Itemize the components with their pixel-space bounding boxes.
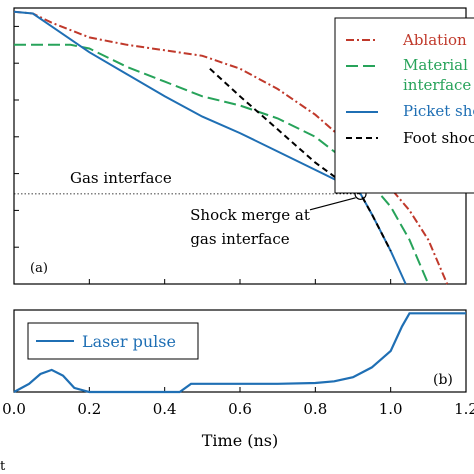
panel-a-ticks (13, 25, 467, 285)
panel-b: Laser pulse (b) 0.0 0.2 0.4 0.6 0.8 1.0 1.2 Ti… (2, 309, 474, 450)
x-tick-label-1: 0.2 (77, 400, 101, 418)
legend-label-ablation: Ablation (402, 31, 467, 49)
panel-b-series (13, 312, 466, 394)
x-tick-labels: 0.0 0.2 0.4 0.6 0.8 1.0 1.2 (2, 400, 474, 418)
legend-box (334, 17, 474, 194)
annotation-line-1: Shock merge at (190, 206, 310, 224)
panel-a-legend: Ablation Material interface Picket shock… (334, 17, 474, 194)
legend-label-material-2: interface (403, 76, 471, 94)
x-tick-label-3: 0.6 (228, 400, 252, 418)
annotation-arrow (309, 197, 356, 211)
x-tick-label-6: 1.2 (454, 400, 474, 418)
x-tick-label-4: 0.8 (303, 400, 327, 418)
panel-a: Gas interface Shock merge at gas interfa… (13, 7, 474, 285)
x-tick-label-0: 0.0 (2, 400, 26, 418)
series-laser-pulse (13, 312, 466, 394)
gas-interface-label: Gas interface (70, 169, 172, 187)
series-ablation (13, 10, 449, 285)
series-foot-shock (209, 67, 392, 252)
x-tick-label-5: 1.0 (379, 400, 403, 418)
annotation-line-2: gas interface (190, 230, 289, 248)
legend-label-picket: Picket shock (403, 102, 474, 120)
panel-a-label: (a) (30, 261, 48, 276)
panel-b-label: (b) (433, 372, 453, 388)
x-tick-label-2: 0.4 (153, 400, 177, 418)
x-axis-label: Time (ns) (202, 431, 279, 450)
legend-label-material: Material (403, 56, 468, 74)
legend-label-laser: Laser pulse (82, 332, 176, 351)
series-material-interface (14, 43, 430, 285)
panel-a-series (13, 10, 449, 285)
corner-text: t (0, 459, 6, 474)
legend-label-foot: Foot shock (403, 129, 474, 147)
